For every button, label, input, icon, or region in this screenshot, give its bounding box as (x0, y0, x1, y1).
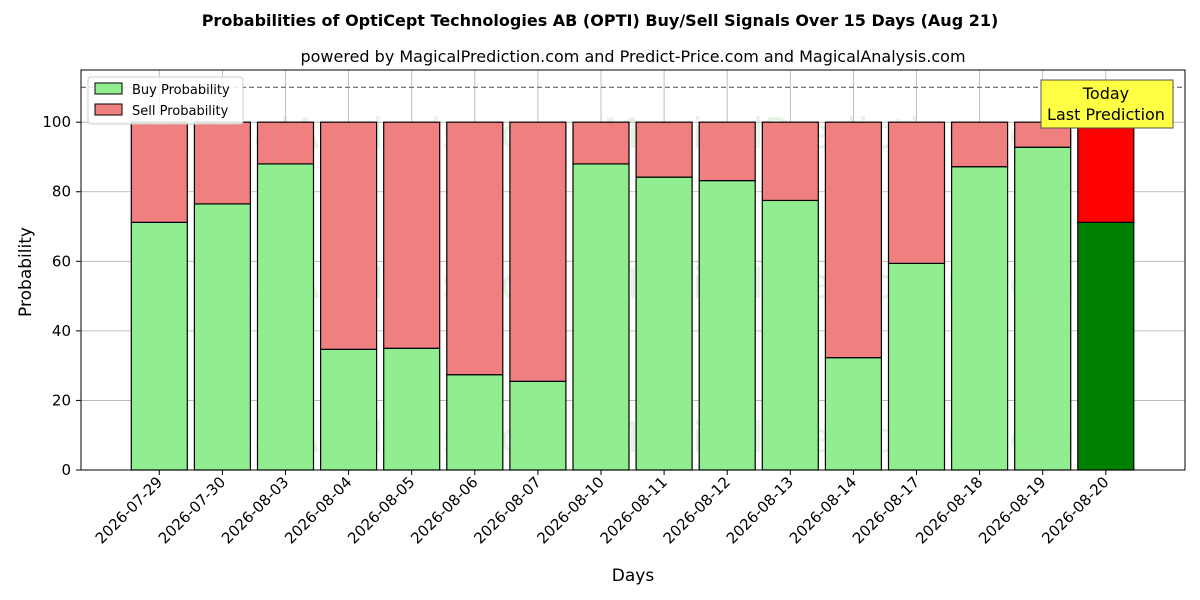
sell-bar (950, 121, 1009, 168)
sell-bar (509, 121, 567, 382)
x-tick-label: 2026-08-10 (533, 473, 607, 547)
y-axis-label: Probability (16, 227, 36, 317)
legend-box (87, 76, 244, 125)
sell-bar (446, 121, 504, 376)
annotation-text: Today (1082, 84, 1129, 103)
sell-bar (761, 121, 819, 202)
x-axis-label: Days (612, 566, 655, 586)
sell-bar (635, 121, 693, 178)
annotation-box (1040, 79, 1174, 129)
x-tick-label: 2026-08-06 (407, 473, 481, 547)
x-tick-label: 2026-08-14 (786, 473, 860, 547)
y-tick-label: 100 (42, 113, 71, 131)
x-tick-label: 2026-07-29 (92, 473, 166, 547)
sell-bar (1077, 121, 1135, 223)
buy-bar (761, 199, 819, 471)
chart-title: Probabilities of OptiCept Technologies A… (202, 11, 999, 30)
y-tick-label: 80 (52, 183, 71, 201)
legend: Buy Probability Sell Probability (87, 76, 244, 125)
buy-bar (256, 163, 315, 471)
buy-bar (383, 347, 441, 471)
chart-subtitle: powered by MagicalPrediction.com and Pre… (300, 47, 965, 66)
sell-bar (130, 121, 188, 223)
buy-bar (320, 348, 378, 471)
legend-label: Buy Probability (132, 83, 230, 98)
buy-bar (446, 374, 504, 471)
sell-bar (887, 121, 946, 264)
buy-bar (698, 180, 756, 471)
sell-bar (383, 121, 441, 349)
y-tick-label: 0 (61, 461, 71, 479)
legend-label: Sell Probability (132, 104, 229, 119)
buy-bar (193, 203, 251, 471)
x-tick-label: 2026-08-12 (660, 473, 734, 547)
x-tick-label: 2026-08-19 (975, 473, 1049, 547)
x-tick-label: 2026-08-03 (218, 473, 292, 547)
buy-bar (635, 176, 693, 471)
buy-bar (950, 166, 1009, 471)
y-tick-label: 20 (52, 391, 71, 409)
buy-bar (824, 357, 883, 471)
legend-swatch (94, 82, 123, 95)
buy-bar (887, 262, 946, 471)
x-tick-label: 2026-08-07 (470, 473, 544, 547)
sell-bar (320, 121, 378, 350)
axes-frame (80, 69, 1186, 471)
buy-bar (509, 380, 567, 471)
sell-bar (824, 121, 883, 359)
buy-bar (572, 163, 630, 471)
sell-bar (698, 121, 756, 182)
x-tick-label: 2026-08-05 (344, 473, 418, 547)
annotation-text: Last Prediction (1047, 105, 1165, 124)
y-tick-label: 60 (52, 252, 71, 270)
x-tick-label: 2026-08-13 (723, 473, 797, 547)
buy-bar (1077, 221, 1135, 471)
sell-bar (193, 121, 251, 205)
x-tick-label: 2026-08-11 (597, 473, 671, 547)
sell-bar (256, 121, 315, 165)
sell-bar (572, 121, 630, 165)
y-tick-label: 40 (52, 322, 71, 340)
x-tick-label: 2026-07-30 (155, 473, 229, 547)
legend-swatch (94, 103, 123, 116)
buy-bar (1014, 146, 1072, 471)
x-tick-label: 2026-08-18 (912, 473, 986, 547)
buy-bar (130, 221, 188, 471)
x-tick-label: 2026-08-17 (849, 473, 923, 547)
today-annotation: Today Last Prediction (1040, 79, 1174, 129)
x-tick-label: 2026-08-20 (1038, 473, 1112, 547)
plot-area: MagicalAnalysis.comMagicalPrediction.com… (42, 69, 1186, 547)
x-tick-label: 2026-08-04 (281, 473, 355, 547)
